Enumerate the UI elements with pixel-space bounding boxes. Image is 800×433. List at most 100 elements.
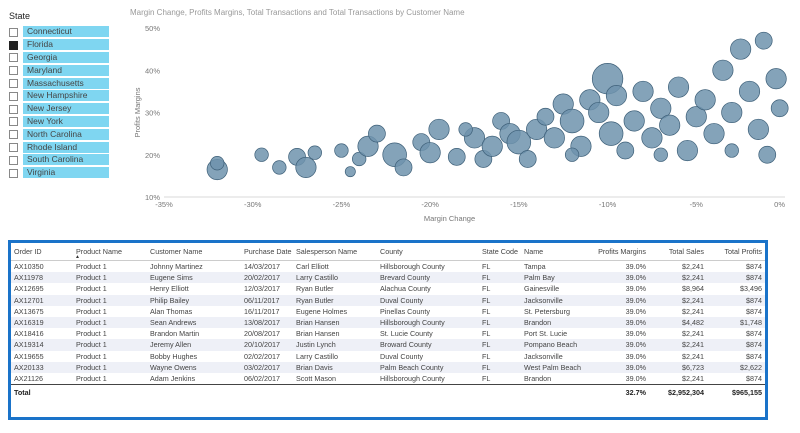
data-point[interactable] xyxy=(650,97,672,119)
data-point[interactable] xyxy=(738,80,761,102)
table-row[interactable]: AX19655 Product 1 Bobby Hughes 02/02/2017 La… xyxy=(11,351,765,362)
data-point[interactable] xyxy=(588,101,610,124)
column-header[interactable]: County xyxy=(377,243,479,261)
data-point[interactable] xyxy=(632,80,654,102)
data-point[interactable] xyxy=(419,142,441,164)
data-point[interactable] xyxy=(272,160,287,175)
data-point[interactable] xyxy=(307,145,322,160)
table-cell: 20/08/2017 xyxy=(244,329,280,339)
slicer-item[interactable]: North Carolina xyxy=(9,128,109,141)
data-point[interactable] xyxy=(605,85,627,107)
data-point[interactable] xyxy=(765,68,787,90)
data-point[interactable] xyxy=(559,108,585,134)
slicer-item[interactable]: New Hampshire xyxy=(9,90,109,103)
slicer-item[interactable]: Maryland xyxy=(9,64,109,77)
slicer-item[interactable]: New York xyxy=(9,115,109,129)
column-header[interactable]: Salesperson Name xyxy=(293,243,377,261)
data-point[interactable] xyxy=(754,31,773,50)
column-header[interactable]: Total Sales xyxy=(649,243,707,261)
column-header[interactable]: Purchase Date xyxy=(241,243,293,261)
data-point[interactable] xyxy=(653,147,668,162)
bubble-chart[interactable]: Margin Change, Profits Margins, Total Tr… xyxy=(120,5,800,230)
data-point[interactable] xyxy=(458,122,473,137)
table-row[interactable]: AX11978 Product 1 Eugene Sims 20/02/2017 Lar… xyxy=(11,272,765,284)
data-point[interactable] xyxy=(758,145,777,164)
data-point[interactable] xyxy=(210,156,225,171)
checkbox[interactable] xyxy=(9,168,18,178)
data-point[interactable] xyxy=(667,76,690,98)
column-header[interactable]: State Code xyxy=(479,243,521,261)
slicer-item[interactable]: Georgia xyxy=(9,51,109,65)
data-point[interactable] xyxy=(543,127,565,149)
table-row[interactable]: AX19314 Product 1 Jeremy Allen 20/10/2017 Ju… xyxy=(11,339,765,351)
checkbox[interactable] xyxy=(9,66,18,76)
data-point[interactable] xyxy=(676,139,698,162)
data-point[interactable] xyxy=(368,124,386,143)
slicer-item[interactable]: South Carolina xyxy=(9,154,109,167)
checkbox[interactable] xyxy=(9,117,18,127)
data-point[interactable] xyxy=(721,101,743,124)
table-total-row: Total 32.7% $2,952,304 $965,155 xyxy=(11,384,765,400)
data-point[interactable] xyxy=(747,118,769,140)
data-point[interactable] xyxy=(641,127,663,149)
checkbox[interactable] xyxy=(9,130,18,140)
data-point[interactable] xyxy=(334,143,349,158)
table-row[interactable]: AX13675 Product 1 Alan Thomas 16/11/2017 Eug… xyxy=(11,306,765,317)
data-point[interactable] xyxy=(518,150,537,168)
table-row[interactable]: AX21126 Product 1 Adam Jenkins 06/02/2017 Sc… xyxy=(11,373,765,385)
checkbox[interactable] xyxy=(9,53,18,63)
data-point[interactable] xyxy=(694,89,716,111)
data-point[interactable] xyxy=(564,147,580,162)
checkbox[interactable] xyxy=(9,143,18,153)
table-row[interactable]: AX12701 Product 1 Philip Bailey 06/11/2017 R… xyxy=(11,294,765,306)
column-header[interactable]: Customer Name xyxy=(147,243,241,261)
data-point[interactable] xyxy=(616,141,635,160)
slicer-item[interactable]: Florida xyxy=(9,39,109,52)
slicer-item[interactable]: Massachusetts xyxy=(9,77,109,90)
table-cell: AX16319 xyxy=(11,316,73,329)
data-point[interactable] xyxy=(730,38,752,60)
table-row[interactable]: AX10350 Product 1 Johnny Martinez 14/03/201… xyxy=(11,261,765,273)
data-point[interactable] xyxy=(481,135,503,157)
data-point[interactable] xyxy=(685,106,707,128)
column-header[interactable]: Order ID xyxy=(11,243,73,261)
data-point[interactable] xyxy=(536,107,555,126)
checkbox[interactable] xyxy=(9,40,18,50)
slicer-item[interactable]: New Jersey xyxy=(9,103,109,116)
data-point[interactable] xyxy=(712,59,734,81)
column-header[interactable]: Product Name ▲ xyxy=(73,243,147,261)
checkbox[interactable] xyxy=(9,155,18,165)
table-row[interactable]: AX16319 Product 1 Sean Andrews 13/08/2017 Br… xyxy=(11,316,765,329)
data-point[interactable] xyxy=(295,156,317,178)
column-header[interactable]: Name xyxy=(521,243,593,261)
table-row[interactable]: AX18416 Product 1 Brandon Martin 20/08/2017… xyxy=(11,328,765,339)
table-row[interactable]: AX20133 Product 1 Wayne Owens 03/02/2017 Bri… xyxy=(11,361,765,373)
data-point[interactable] xyxy=(659,114,681,136)
checkbox[interactable] xyxy=(9,91,18,101)
table-row[interactable]: AX12695 Product 1 Henry Elliott 12/03/2017 R… xyxy=(11,283,765,294)
data-point[interactable] xyxy=(598,121,624,146)
column-header[interactable]: Profits Margins xyxy=(593,243,649,261)
data-point[interactable] xyxy=(623,110,645,132)
slicer-item[interactable]: Virginia xyxy=(9,167,109,180)
slicer-item[interactable]: Connecticut xyxy=(9,26,109,39)
data-point[interactable] xyxy=(506,129,532,155)
slicer-item-label: New Jersey xyxy=(23,103,109,116)
column-header[interactable]: Total Profits xyxy=(707,243,765,261)
data-point[interactable] xyxy=(352,151,367,167)
data-point[interactable] xyxy=(724,143,739,158)
slicer-item[interactable]: Rhode Island xyxy=(9,141,109,154)
data-point[interactable] xyxy=(254,147,269,162)
data-point[interactable] xyxy=(428,118,450,140)
data-point[interactable] xyxy=(344,166,356,178)
data-point[interactable] xyxy=(447,148,466,166)
sort-arrow-icon[interactable]: ▲ xyxy=(75,254,80,260)
table-cell: Product 1 xyxy=(76,262,107,272)
orders-table[interactable]: Order ID Product Name ▲ Customer Name Purcha… xyxy=(8,240,768,420)
checkbox[interactable] xyxy=(9,27,18,37)
data-point[interactable] xyxy=(394,158,413,177)
checkbox[interactable] xyxy=(9,104,18,114)
data-point[interactable] xyxy=(703,123,725,145)
checkbox[interactable] xyxy=(9,79,18,89)
data-point[interactable] xyxy=(770,99,789,118)
